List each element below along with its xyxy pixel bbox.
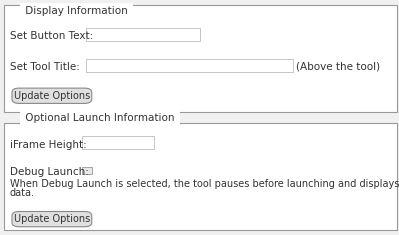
Text: (Above the tool): (Above the tool) [296, 62, 380, 72]
FancyBboxPatch shape [12, 212, 92, 227]
Text: Update Options: Update Options [14, 91, 90, 101]
Text: Debug Launch:: Debug Launch: [10, 167, 89, 176]
Text: Set Button Text:: Set Button Text: [10, 31, 93, 41]
Text: Optional Launch Information: Optional Launch Information [22, 113, 178, 123]
Bar [82, 167, 92, 174]
Text: iFrame Height:: iFrame Height: [10, 140, 87, 149]
Text: Display Information: Display Information [22, 6, 131, 16]
Bar [4, 123, 397, 230]
Bar [86, 28, 200, 41]
Bar [82, 136, 154, 149]
Text: Update Options: Update Options [14, 214, 90, 224]
Bar [4, 5, 397, 112]
Text: data.: data. [10, 188, 35, 198]
Bar [86, 59, 293, 72]
FancyBboxPatch shape [12, 88, 92, 103]
Text: When Debug Launch is selected, the tool pauses before launching and displays lau: When Debug Launch is selected, the tool … [10, 179, 399, 189]
Text: Set Tool Title:: Set Tool Title: [10, 62, 80, 72]
